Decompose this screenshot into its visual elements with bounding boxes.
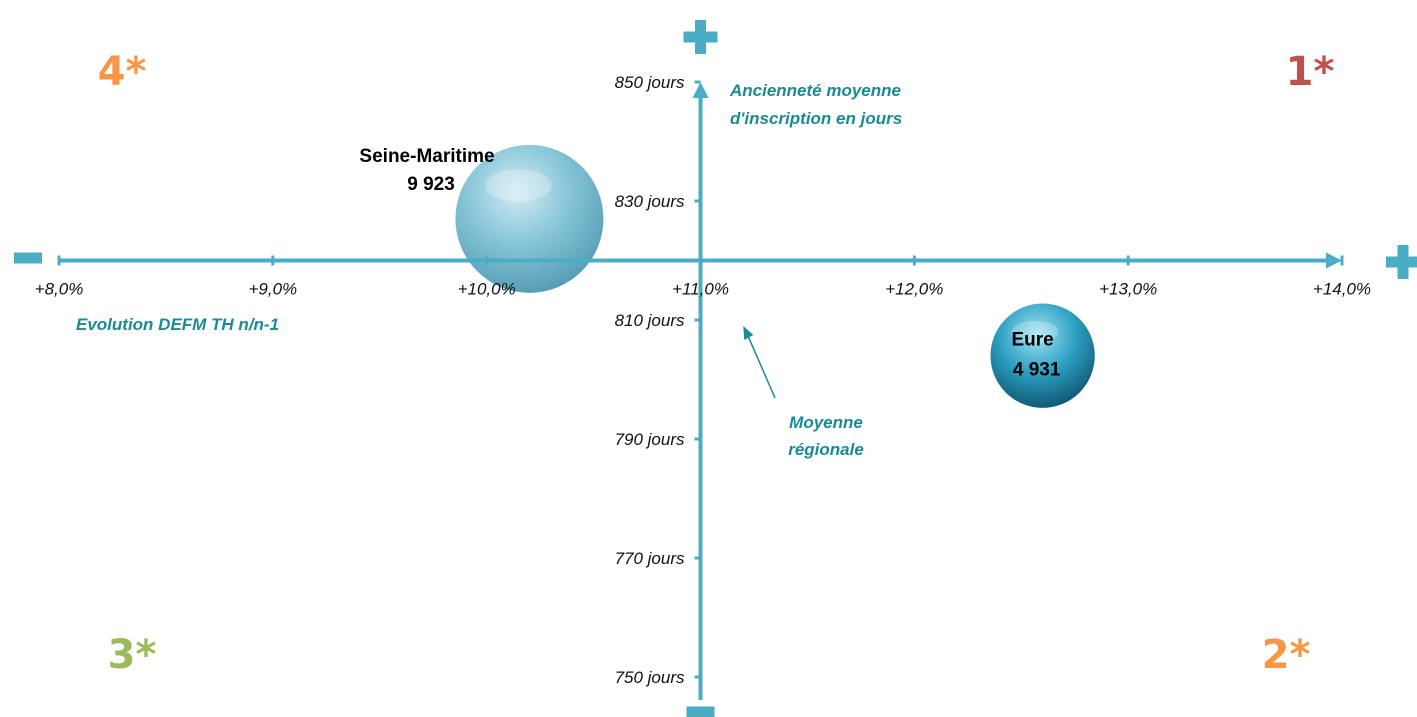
y-axis-arrow	[692, 82, 709, 98]
bubbles-layer	[455, 144, 1095, 408]
y-tick-label: 810 jours	[615, 311, 685, 330]
bubble-point	[455, 144, 604, 293]
bubble-label-value: 4 931	[1013, 360, 1061, 381]
bubble-label-value: 9 923	[407, 174, 455, 195]
y-tick-label: 850 jours	[615, 73, 685, 92]
x-axis-plus-sign	[1397, 245, 1409, 279]
bubble-label-name: Seine-Maritime	[359, 146, 494, 167]
axes-layer	[14, 20, 1417, 717]
y-tick-label: 750 jours	[615, 668, 685, 687]
x-tick-label: +11,0%	[672, 280, 729, 299]
annotation-line2: régionale	[788, 440, 864, 459]
x-tick-label: +10,0%	[458, 280, 516, 299]
annotation-line1: Moyenne	[789, 413, 863, 432]
x-axis-title: Evolution DEFM TH n/n-1	[76, 315, 279, 334]
y-axis-plus-sign	[695, 20, 706, 54]
y-tick-label: 830 jours	[615, 192, 685, 211]
x-tick-label: +9,0%	[248, 280, 297, 299]
bubble-point	[990, 303, 1095, 408]
y-axis-minus-sign	[686, 706, 715, 717]
y-axis-title-line2: d'inscription en jours	[730, 109, 902, 128]
bubble-highlight	[1011, 320, 1059, 344]
y-tick-label: 770 jours	[615, 549, 685, 568]
x-tick-label: +12,0%	[885, 280, 943, 299]
labels-layer: +8,0% +9,0% +10,0% +11,0% +12,0% +13,0% +14,0%…	[35, 49, 1371, 687]
quadrant-label: 3*	[108, 632, 157, 678]
quadrant-label: 1*	[1286, 49, 1335, 95]
y-axis-title-line1: Ancienneté moyenne	[729, 81, 901, 100]
y-tick-label: 790 jours	[615, 430, 685, 449]
x-axis-minus-sign	[14, 252, 42, 264]
x-axis-arrow	[1326, 252, 1342, 269]
quadrant-label: 2*	[1262, 632, 1311, 678]
quadrant-label: 4*	[98, 49, 147, 95]
x-tick-label: +14,0%	[1313, 280, 1371, 299]
annotation-arrow-head	[743, 325, 754, 340]
x-tick-label: +8,0%	[35, 280, 84, 299]
x-tick-label: +13,0%	[1099, 280, 1157, 299]
bubble-label-name: Eure	[1012, 330, 1054, 351]
bubble-highlight	[485, 169, 552, 202]
annotation-arrow-line	[745, 331, 776, 399]
